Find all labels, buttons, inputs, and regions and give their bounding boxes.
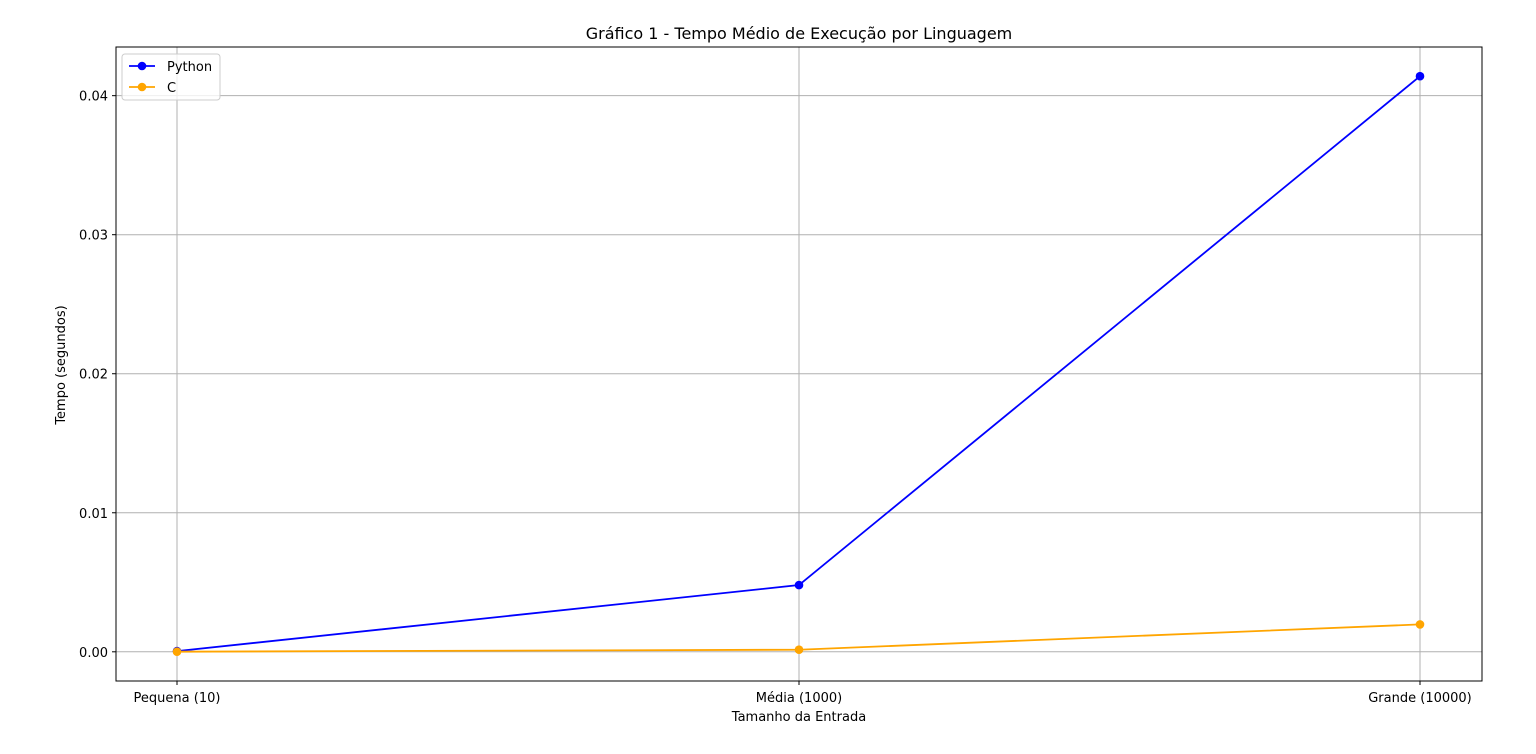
y-tick-label: 0.01	[79, 507, 108, 522]
y-tick-label: 0.02	[79, 368, 108, 383]
series-c	[172, 620, 1425, 656]
y-tick-label: 0.00	[79, 646, 108, 661]
series-layer	[172, 71, 1425, 656]
legend-marker-c	[137, 82, 147, 92]
y-axis-label: Tempo (segundos)	[54, 305, 69, 425]
data-point-c	[1415, 620, 1425, 629]
data-point-python	[794, 580, 804, 590]
x-tick-label: Pequena (10)	[134, 691, 221, 706]
y-tick-label: 0.04	[79, 90, 108, 105]
x-tick-label: Média (1000)	[756, 691, 842, 706]
data-point-python	[1415, 71, 1425, 81]
legend-marker-python	[137, 61, 147, 71]
legend: Python C	[121, 53, 221, 101]
data-point-c	[172, 647, 182, 656]
axis-ticks: Pequena (10) Média (1000) Grande (10000) 0.…	[79, 90, 1472, 706]
x-axis-label: Tamanho da Entrada	[731, 710, 866, 725]
legend-label-python: Python	[167, 60, 212, 75]
chart-title: Gráfico 1 - Tempo Médio de Execução por …	[586, 24, 1013, 43]
legend-label-c: C	[167, 81, 176, 96]
x-tick-label: Grande (10000)	[1368, 691, 1472, 706]
data-point-c	[794, 645, 804, 655]
y-tick-label: 0.03	[79, 229, 108, 244]
